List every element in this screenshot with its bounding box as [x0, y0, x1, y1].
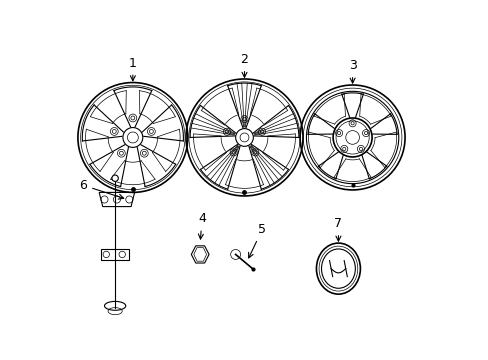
Text: 2: 2: [240, 53, 248, 77]
Text: 6: 6: [79, 179, 123, 199]
Text: 1: 1: [129, 57, 137, 81]
Text: 5: 5: [248, 223, 265, 258]
Text: 4: 4: [198, 212, 205, 239]
Text: 7: 7: [334, 217, 342, 241]
Text: 3: 3: [348, 59, 356, 83]
Circle shape: [112, 175, 118, 181]
